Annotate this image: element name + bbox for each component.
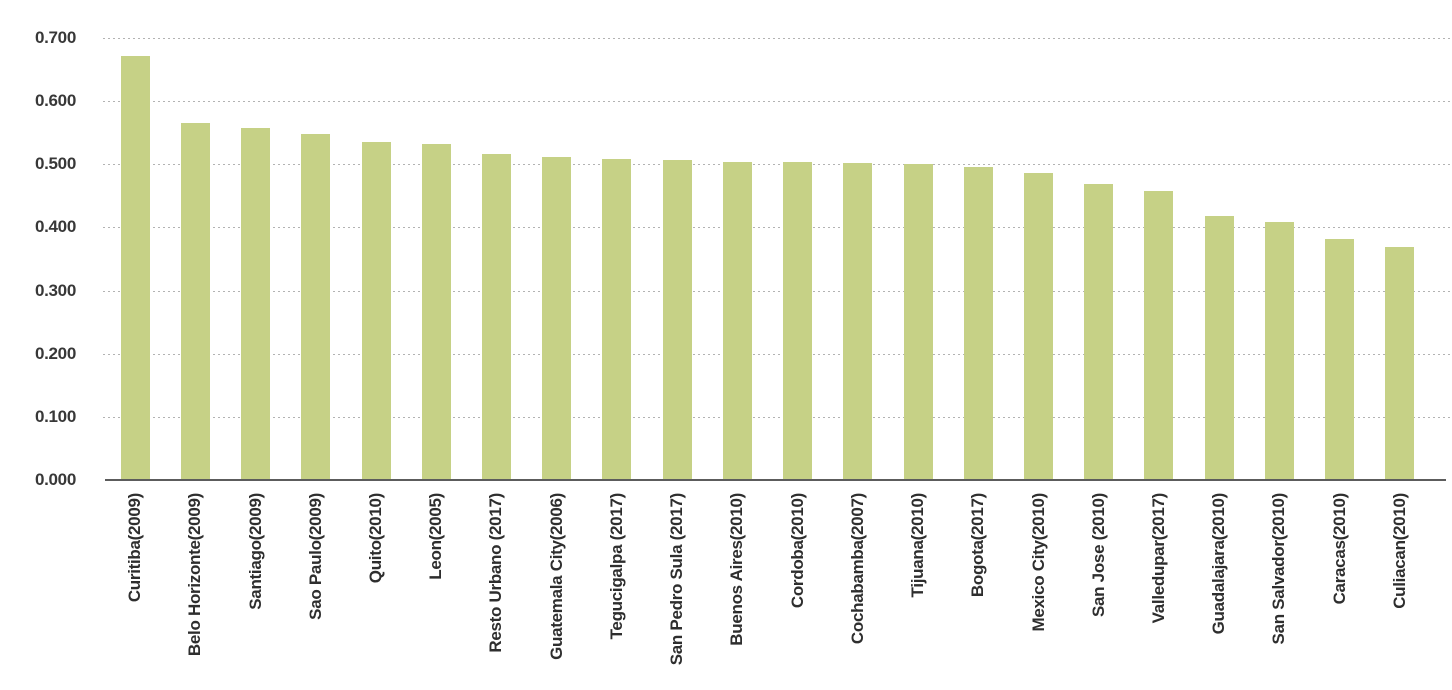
x-tick-label: Santiago(2009) <box>246 493 265 610</box>
bar <box>362 142 391 480</box>
x-tick-label: San Salvador(2010) <box>1269 493 1288 645</box>
x-tick-label: Tijuana(2010) <box>908 493 927 598</box>
x-tick-label: Culiacan(2010) <box>1390 493 1409 609</box>
bar <box>542 157 571 480</box>
x-tick-label: Resto Urbano (2017) <box>486 493 505 653</box>
bar <box>1325 239 1354 480</box>
x-tick-label: Belo Horizonte(2009) <box>185 493 204 657</box>
bar <box>1084 184 1113 480</box>
y-tick-label: 0.000 <box>34 470 76 489</box>
bar <box>241 128 270 480</box>
bar <box>1385 247 1414 480</box>
x-tick-label: Caracas(2010) <box>1330 493 1349 605</box>
x-tick-label: Guatemala City(2006) <box>547 493 566 660</box>
x-tick-label: Valledupar(2017) <box>1149 493 1168 624</box>
y-tick-label: 0.500 <box>34 154 76 173</box>
bar <box>602 159 631 480</box>
bar <box>1024 173 1053 480</box>
x-tick-label: Cordoba(2010) <box>788 493 807 609</box>
bar <box>843 163 872 480</box>
bar <box>663 160 692 480</box>
bar <box>964 167 993 480</box>
x-tick-label: Leon(2005) <box>426 493 445 580</box>
gridline <box>103 164 1452 165</box>
bar <box>1205 216 1234 480</box>
x-tick-label: Guadalajara(2010) <box>1209 493 1228 635</box>
bar <box>301 134 330 480</box>
y-tick-label: 0.200 <box>34 344 76 363</box>
gridline <box>103 354 1452 355</box>
bar <box>723 162 752 480</box>
gridline <box>103 291 1452 292</box>
gridline <box>103 417 1452 418</box>
x-tick-label: Mexico City(2010) <box>1029 493 1048 632</box>
x-tick-label: San Jose (2010) <box>1089 493 1108 618</box>
y-tick-label: 0.700 <box>34 28 76 47</box>
gridline <box>103 38 1452 39</box>
x-tick-label: San Pedro Sula (2017) <box>667 493 686 666</box>
x-axis-line <box>105 479 1446 481</box>
bar <box>783 162 812 480</box>
x-tick-label: Curitiba(2009) <box>125 493 144 603</box>
bar <box>1144 191 1173 480</box>
bar <box>482 154 511 480</box>
bar <box>121 56 150 480</box>
y-tick-label: 0.600 <box>34 91 76 110</box>
gridline <box>103 227 1452 228</box>
x-tick-label: Quito(2010) <box>366 493 385 584</box>
x-tick-label: Cochabamba(2007) <box>848 493 867 645</box>
y-tick-label: 0.100 <box>34 407 76 426</box>
y-tick-label: 0.300 <box>34 281 76 300</box>
bar <box>422 144 451 480</box>
x-tick-label: Tegucigalpa (2017) <box>607 493 626 640</box>
gridline <box>103 101 1452 102</box>
x-tick-label: Bogota(2017) <box>968 493 987 598</box>
bar <box>1265 222 1294 480</box>
bar <box>181 123 210 480</box>
y-tick-label: 0.400 <box>34 217 76 236</box>
bar <box>904 164 933 480</box>
x-tick-label: Sao Paulo(2009) <box>306 493 325 620</box>
x-tick-label: Buenos Aires(2010) <box>727 493 746 646</box>
